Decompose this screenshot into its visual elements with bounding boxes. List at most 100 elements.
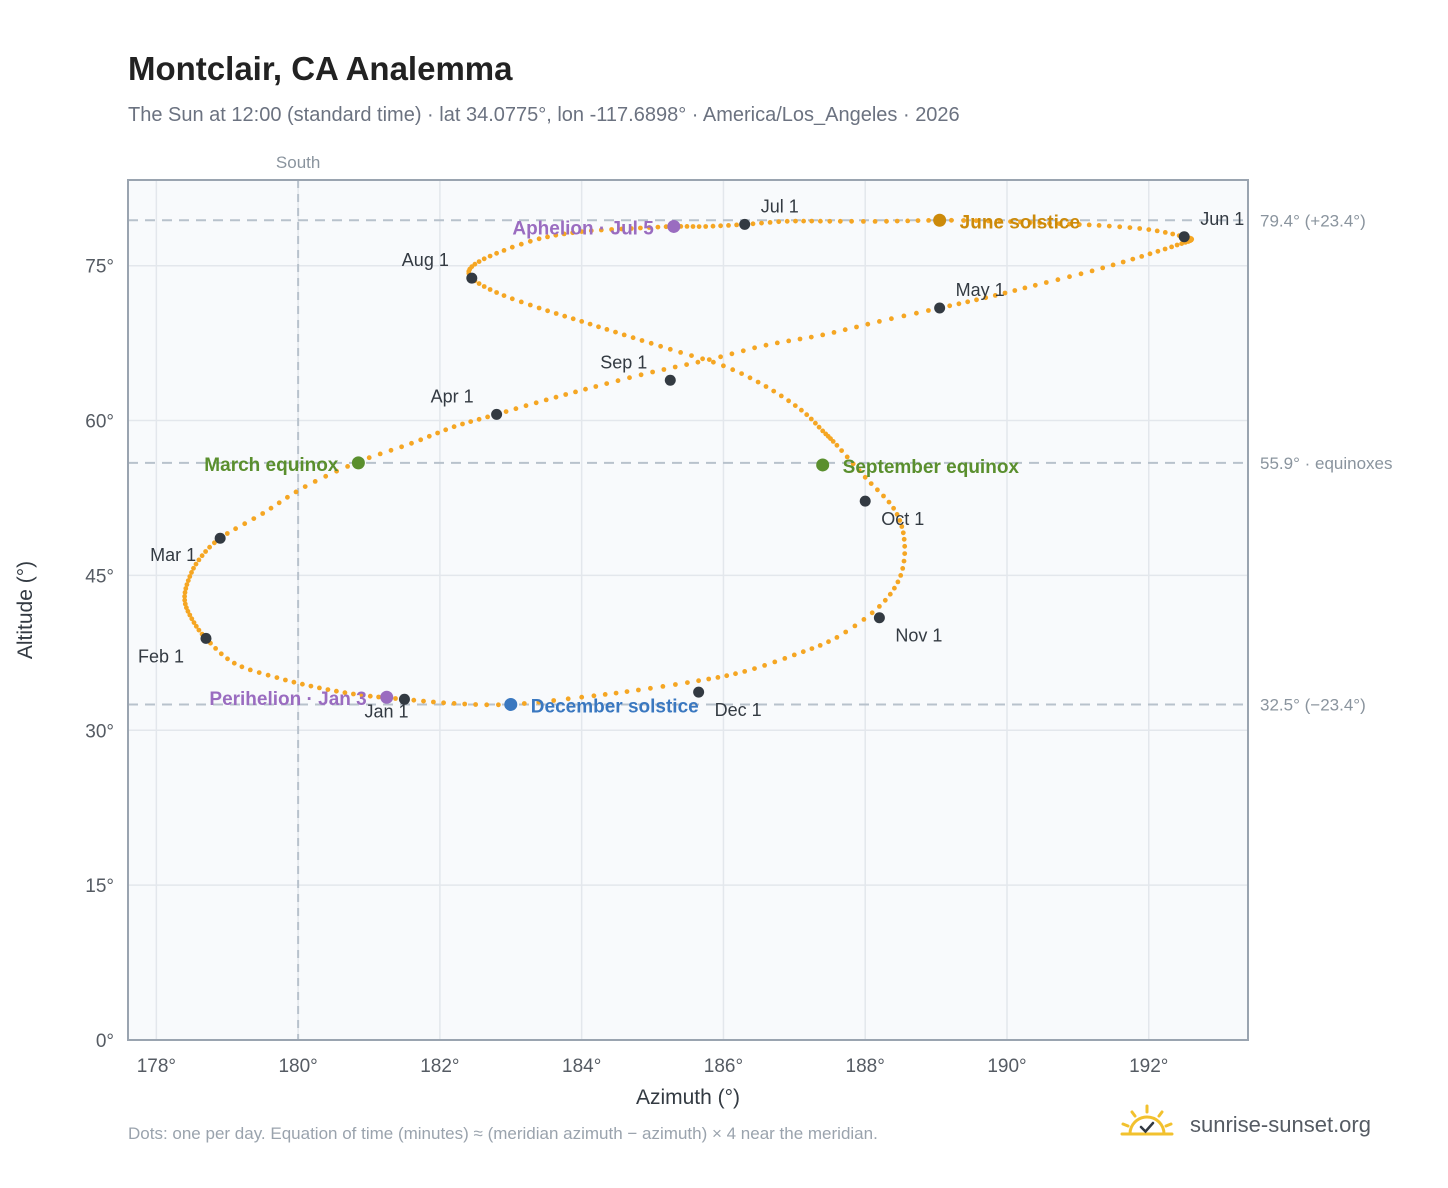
daily-sun-dot [767, 220, 773, 225]
daily-sun-dot [323, 473, 329, 479]
month-marker-label: Feb 1 [138, 646, 184, 666]
daily-sun-dot [1120, 259, 1126, 265]
daily-sun-dot [915, 218, 921, 224]
daily-sun-dot [473, 702, 478, 707]
daily-sun-dot [1012, 288, 1018, 293]
daily-sun-dot [476, 259, 482, 264]
daily-sun-dot [844, 454, 850, 460]
daily-sun-dot [900, 530, 906, 536]
daily-sun-dot [793, 218, 798, 224]
daily-sun-dot [441, 700, 446, 706]
daily-sun-dot [312, 479, 318, 484]
daily-sun-dot [628, 226, 634, 231]
daily-sun-dot [231, 660, 237, 666]
daily-sun-dot [191, 620, 197, 625]
daily-sun-dot [724, 673, 730, 679]
chart-subtitle: The Sun at 12:00 (standard time) · lat 3… [128, 104, 960, 126]
daily-sun-dot [961, 218, 967, 223]
daily-sun-dot [615, 378, 621, 384]
y-tick-label: 60° [85, 412, 114, 433]
daily-sun-dot [187, 574, 193, 579]
daily-sun-dot [624, 689, 630, 694]
daily-sun-dot [523, 403, 529, 409]
daily-sun-dot [451, 701, 457, 706]
x-tick-label: 186° [704, 1056, 743, 1077]
event-label: March equinox [204, 455, 339, 476]
daily-sun-dot [570, 230, 576, 236]
daily-sun-dot [1008, 219, 1013, 225]
daily-sun-dot [302, 484, 308, 489]
daily-sun-dot [949, 217, 954, 223]
daily-sun-dot [861, 219, 866, 224]
daily-sun-dot [740, 348, 746, 354]
daily-sun-dot [225, 656, 230, 662]
daily-sun-dot [1130, 256, 1136, 262]
daily-sun-dot [189, 570, 194, 575]
daily-sun-dot [598, 227, 604, 233]
daily-sun-dot [772, 659, 778, 665]
daily-sun-dot [609, 227, 614, 232]
daily-sun-dot [816, 424, 822, 430]
daily-sun-dot [711, 359, 716, 365]
month-marker [693, 686, 705, 698]
daily-sun-dot [834, 442, 840, 448]
daily-sun-dot [673, 682, 678, 687]
daily-sun-dot [184, 605, 189, 611]
daily-sun-dot [293, 489, 299, 495]
daily-sun-dot [983, 295, 989, 301]
daily-sun-dot [792, 403, 798, 408]
daily-sun-dot [827, 218, 833, 224]
daily-sun-dot [367, 693, 373, 699]
daily-sun-dot [376, 694, 381, 700]
daily-sun-dot [462, 701, 468, 707]
daily-sun-dot [782, 656, 788, 661]
daily-sun-dot [593, 384, 599, 389]
daily-sun-dot [729, 351, 735, 357]
month-marker [873, 612, 885, 624]
daily-sun-dot [276, 500, 282, 506]
daily-sun-dot [317, 685, 322, 691]
footnote: Dots: one per day. Equation of time (min… [128, 1124, 878, 1143]
daily-sun-dot [509, 244, 515, 250]
daily-sun-dot [604, 381, 610, 386]
daily-sun-dot [886, 499, 892, 505]
daily-sun-dot [596, 324, 601, 330]
event-label: September equinox [843, 457, 1020, 478]
daily-sun-dot [418, 437, 424, 443]
daily-sun-dot [1170, 231, 1176, 237]
event-label: Aphelion · Jul 5 [512, 218, 654, 239]
daily-sun-dot [639, 338, 645, 343]
daily-sun-dot [1037, 220, 1043, 226]
daily-sun-dot [366, 455, 372, 461]
daily-sun-dot [1086, 222, 1092, 228]
event-label: Perihelion · Jan 3 [209, 689, 366, 710]
daily-sun-dot [747, 375, 753, 381]
x-tick-label: 192° [1129, 1056, 1168, 1077]
x-tick-label: 188° [846, 1056, 885, 1077]
daily-sun-dot [233, 526, 239, 532]
daily-sun-dot [897, 518, 903, 523]
daily-sun-dot [887, 591, 893, 597]
brand[interactable]: sunrise-sunset.org [1120, 1104, 1390, 1148]
daily-sun-dot [884, 218, 889, 224]
daily-sun-dot [797, 336, 803, 342]
daily-sun-dot [256, 670, 262, 675]
daily-sun-dot [509, 296, 515, 302]
daily-sun-dot [1027, 220, 1033, 225]
daily-sun-dot [759, 220, 764, 226]
plot-border [127, 179, 1249, 1041]
daily-sun-dot [842, 327, 848, 333]
daily-sun-dot [726, 223, 731, 228]
daily-sun-dot [518, 299, 524, 305]
daily-sun-dot [185, 578, 191, 583]
event-label: June solstice [960, 212, 1080, 233]
daily-sun-dot [730, 367, 736, 373]
daily-sun-dot [947, 303, 953, 309]
x-tick-label: 182° [420, 1056, 459, 1077]
daily-sun-dot [902, 543, 908, 549]
y-tick-label: 75° [85, 257, 114, 278]
daily-sun-dot [1146, 227, 1152, 233]
daily-sun-dot [974, 297, 979, 303]
daily-sun-dot [881, 493, 886, 499]
